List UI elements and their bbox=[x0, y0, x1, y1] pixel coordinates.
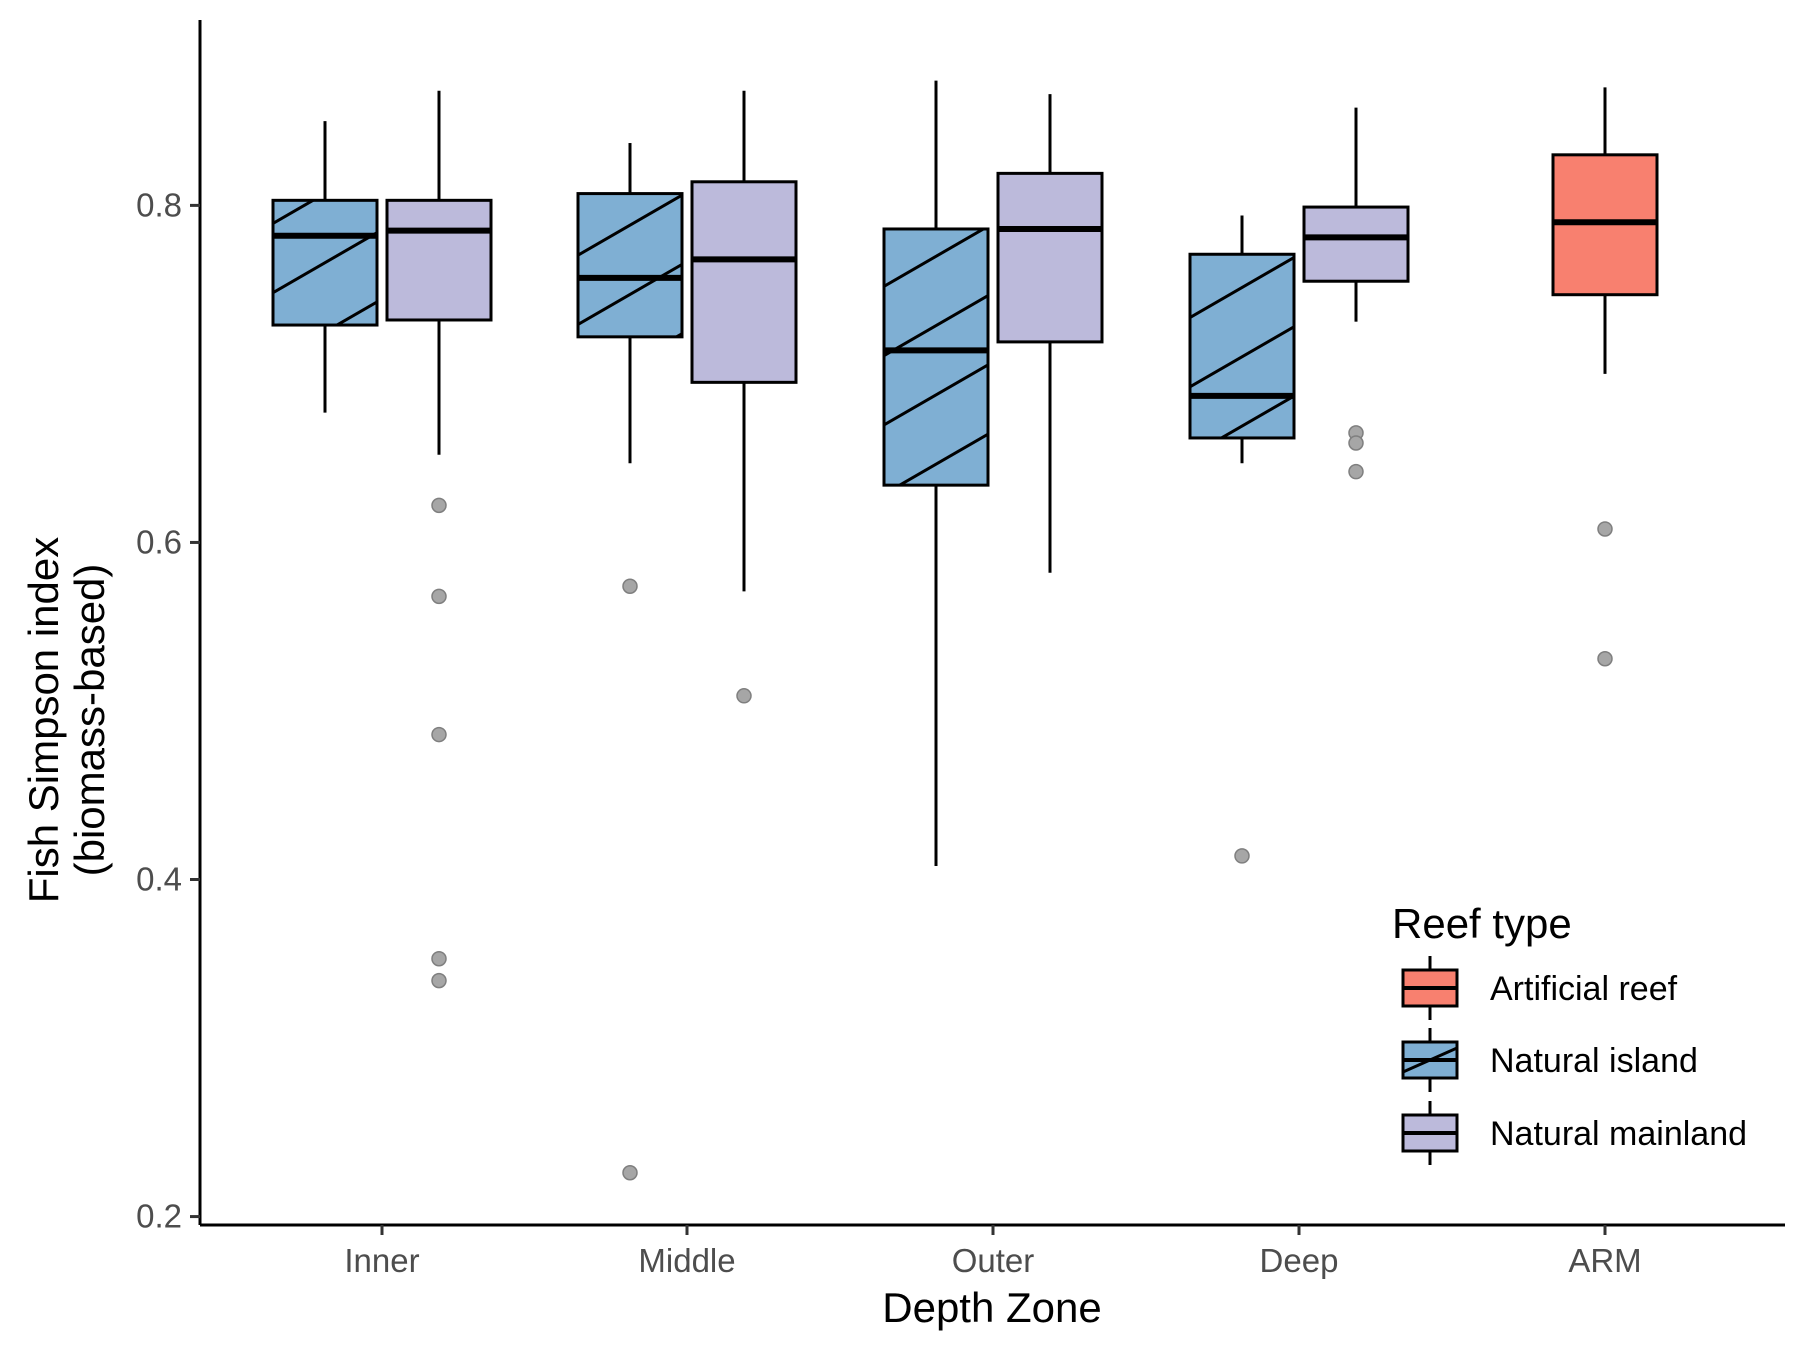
legend: Reef type Artificial reef Natural island N… bbox=[1392, 900, 1747, 1165]
axes: 0.2 0.4 0.6 0.8 Inner Middle Outer Deep ARM bbox=[136, 20, 1785, 1279]
outlier-point bbox=[431, 588, 447, 605]
box-outline bbox=[271, 198, 379, 327]
outlier-point bbox=[622, 578, 638, 595]
outlier-point bbox=[1597, 650, 1613, 667]
box-fill bbox=[1304, 207, 1408, 282]
box-outline bbox=[1188, 252, 1296, 440]
outlier-point bbox=[1597, 521, 1613, 537]
box-outline bbox=[690, 180, 798, 384]
y-tick-label: 0.2 bbox=[136, 1198, 182, 1235]
legend-title: Reef type bbox=[1392, 900, 1572, 947]
box-hatch bbox=[578, 193, 682, 337]
plot-area bbox=[271, 80, 1659, 1181]
outlier-point bbox=[431, 972, 447, 989]
box-outline bbox=[996, 171, 1104, 344]
box-group-natural-mainland-middle bbox=[690, 90, 798, 704]
y-tick-label: 0.6 bbox=[136, 523, 182, 560]
legend-entry-natural-island: Natural island bbox=[1401, 1028, 1698, 1092]
box-fill bbox=[692, 181, 796, 383]
box-fill bbox=[387, 200, 491, 320]
legend-label: Natural mainland bbox=[1490, 1115, 1747, 1153]
outlier-point bbox=[736, 688, 752, 704]
legend-label: Natural island bbox=[1490, 1042, 1698, 1080]
y-axis-title-line-2: (biomass-based) bbox=[66, 564, 113, 877]
box-hatch bbox=[273, 200, 377, 326]
x-tick-label: Deep bbox=[1260, 1242, 1339, 1279]
y-axis-title: Fish Simpson index (biomass-based) bbox=[20, 537, 113, 904]
box-group-natural-mainland-outer bbox=[996, 94, 1104, 573]
box-group-artificial-reef-arm bbox=[1551, 87, 1659, 667]
y-tick-label: 0.4 bbox=[136, 861, 182, 898]
legend-label: Artificial reef bbox=[1490, 970, 1678, 1008]
legend-entry-natural-mainland: Natural mainland bbox=[1401, 1101, 1747, 1165]
box-group-natural-mainland-deep bbox=[1302, 107, 1410, 480]
y-axis-title-line-1: Fish Simpson index bbox=[20, 537, 67, 904]
x-tick-label: ARM bbox=[1568, 1242, 1641, 1279]
outlier-point bbox=[1348, 463, 1364, 480]
outlier-point bbox=[1234, 848, 1250, 864]
x-tick-label: Middle bbox=[638, 1242, 735, 1279]
box-group-natural-island-middle bbox=[576, 143, 684, 1181]
x-tick-label: Outer bbox=[952, 1242, 1035, 1279]
box-group-natural-island-outer bbox=[882, 80, 990, 867]
box-outline bbox=[882, 227, 990, 487]
box-outline bbox=[1302, 205, 1410, 283]
outlier-point bbox=[431, 497, 447, 514]
box-group-natural-mainland-inner bbox=[385, 90, 493, 989]
outlier-point bbox=[622, 1165, 638, 1181]
outlier-point bbox=[1348, 435, 1364, 451]
x-tick-label: Inner bbox=[344, 1242, 419, 1279]
box-hatch bbox=[1190, 254, 1294, 438]
outlier-point bbox=[431, 726, 447, 743]
box-outline bbox=[385, 198, 493, 322]
box-hatch bbox=[884, 228, 988, 486]
box-group-natural-island-deep bbox=[1188, 215, 1296, 864]
legend-entry-artificial-reef: Artificial reef bbox=[1401, 956, 1678, 1020]
box-outline bbox=[576, 192, 684, 339]
box-group-natural-island-inner bbox=[271, 121, 379, 413]
x-axis-title: Depth Zone bbox=[882, 1284, 1101, 1331]
outlier-point bbox=[431, 950, 447, 967]
box-fill bbox=[998, 173, 1102, 342]
y-tick-label: 0.8 bbox=[136, 186, 182, 223]
